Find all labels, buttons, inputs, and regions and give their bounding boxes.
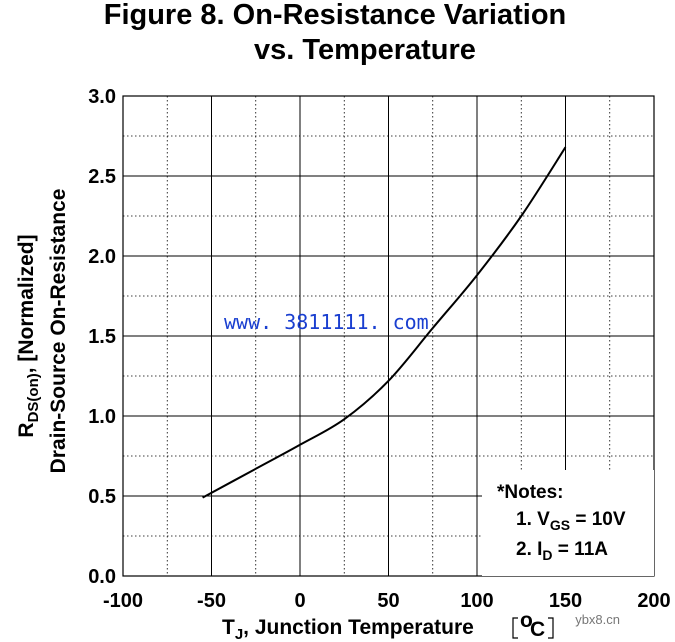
notes-heading: *Notes: <box>497 482 564 503</box>
y-tick-label: 3.0 <box>88 86 116 108</box>
watermark: www. 3811111. com <box>224 310 429 334</box>
y-tick-labels: 0.0 0.5 1.0 1.5 2.0 2.5 3.0 <box>88 86 116 588</box>
chart-title-line1: Figure 8. On-Resistance Variation <box>104 0 567 31</box>
x-tick-label: 200 <box>637 590 670 612</box>
y-axis-label-line1: RDS(on), [Normalized] <box>15 234 42 437</box>
chart-title-line2: vs. Temperature <box>254 34 476 66</box>
y-tick-label: 2.5 <box>88 166 116 188</box>
svg-text:C: C <box>530 618 545 641</box>
notes-box <box>482 470 654 576</box>
x-tick-label: -100 <box>103 590 143 612</box>
plot-frame <box>122 95 655 577</box>
svg-text:o: o <box>520 609 533 632</box>
x-tick-label: 0 <box>294 590 305 612</box>
x-axis-unit: o C <box>512 609 554 641</box>
series-line <box>202 146 567 499</box>
svg-text:Drain-Source On-Resistance: Drain-Source On-Resistance <box>47 189 70 474</box>
y-tick-label: 0.5 <box>88 486 116 508</box>
y-tick-label: 0.0 <box>88 566 116 588</box>
x-tick-label: 50 <box>377 590 399 612</box>
y-tick-label: 1.0 <box>88 406 116 428</box>
y-axis-label-line2: Drain-Source On-Resistance <box>47 189 70 474</box>
x-tick-label: 100 <box>460 590 493 612</box>
svg-text:RDS(on), [Normalized]: RDS(on), [Normalized] <box>15 234 42 437</box>
x-tick-label: -50 <box>197 590 226 612</box>
y-tick-label: 1.5 <box>88 326 116 348</box>
note-id: 2. ID = 11A <box>516 539 608 563</box>
x-axis-label: TJ, Junction Temperature <box>222 616 474 642</box>
watermark-2: ybx8.cn <box>575 612 620 627</box>
note-vgs: 1. VGS = 10V <box>516 509 626 533</box>
x-tick-labels: -100 -50 0 50 100 150 200 <box>103 590 671 612</box>
y-tick-label: 2.0 <box>88 246 116 268</box>
x-tick-label: 150 <box>549 590 582 612</box>
